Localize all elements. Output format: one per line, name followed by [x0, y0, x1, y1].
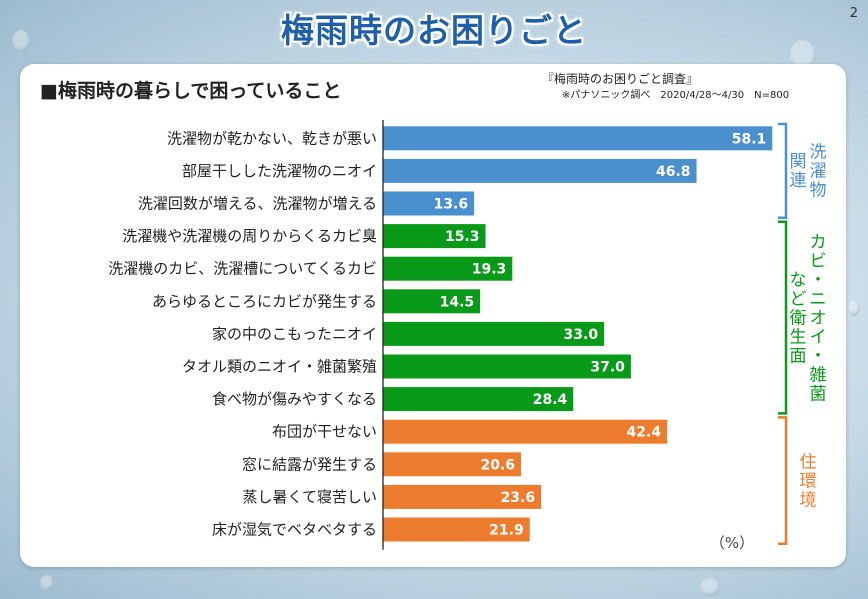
category-label: 食べ物が傷みやすくなる	[212, 390, 377, 408]
page-title: 梅雨時のお困りごと	[281, 11, 587, 50]
bar	[383, 158, 697, 183]
category-label: 布団が干せない	[272, 423, 377, 441]
bar	[383, 354, 631, 379]
category-label: 床が湿気でベタベタする	[212, 521, 377, 539]
data-label: 33.0	[564, 327, 599, 343]
bar	[383, 321, 605, 346]
water-drop-icon	[12, 30, 30, 52]
category-label: タオル類のニオイ・雑菌繁殖	[182, 358, 377, 376]
chart-card: ■梅雨時の暮らしで困っていること 『梅雨時のお困りごと調査』 ※パナソニック調べ…	[20, 64, 846, 567]
bar	[383, 452, 522, 477]
group-label: 関連	[790, 152, 807, 191]
data-label: 37.0	[590, 360, 625, 376]
category-label: あらゆるところにカビが発生する	[152, 292, 377, 310]
data-label: 21.9	[489, 523, 524, 539]
group-label: など衛生面	[790, 270, 807, 366]
category-label: 窓に結露が発生する	[242, 455, 377, 473]
water-drop-icon	[40, 575, 54, 591]
data-label: 13.6	[434, 197, 469, 213]
data-label: 19.3	[472, 262, 507, 278]
section-title: ■梅雨時の暮らしで困っていること	[40, 80, 342, 102]
category-label: 洗濯物が乾かない、乾きが悪い	[167, 129, 377, 147]
bar	[383, 419, 668, 444]
unit-label: （%）	[710, 534, 754, 552]
bar-chart: 洗濯物が乾かない、乾きが悪い 58.1 部屋干しした洗濯物のニオイ 46.8 洗濯回数が…	[108, 120, 827, 552]
group-label: 洗濯物	[810, 143, 827, 201]
category-label: 洗濯回数が増える、洗濯物が増える	[138, 195, 377, 213]
survey-note: ※パナソニック調べ 2020/4/28〜4/30 N=800	[562, 90, 790, 101]
group-bracket	[778, 220, 788, 415]
group-bracket	[778, 416, 788, 546]
data-label: 23.6	[501, 490, 536, 506]
data-label: 15.3	[445, 229, 480, 245]
category-label: 部屋干しした洗濯物のニオイ	[182, 162, 377, 180]
page-number: 2	[849, 6, 858, 21]
data-label: 14.5	[440, 294, 475, 310]
category-label: 家の中のこもったニオイ	[212, 325, 377, 343]
data-label: 42.4	[627, 425, 662, 441]
group-bracket	[778, 122, 788, 220]
bar	[383, 126, 773, 151]
water-drop-icon	[848, 300, 860, 316]
group-label: 住環境	[800, 452, 817, 510]
data-label: 58.1	[732, 131, 767, 147]
bar	[383, 517, 530, 542]
category-label: 蒸し暑くて寝苦しい	[242, 488, 377, 506]
data-label: 20.6	[480, 457, 515, 473]
category-label: 洗濯機や洗濯機の周りからくるカビ臭	[122, 227, 377, 245]
category-label: 洗濯機のカビ、洗濯槽についてくるカビ	[108, 260, 377, 278]
data-label: 46.8	[656, 164, 691, 180]
group-label: カビ・ニオイ・雑菌	[810, 232, 827, 404]
bar	[383, 484, 542, 509]
bar	[383, 289, 481, 314]
bar	[383, 191, 475, 216]
bar	[383, 256, 513, 281]
data-label: 28.4	[533, 392, 568, 408]
bar	[383, 387, 574, 412]
bar	[383, 224, 486, 249]
survey-name: 『梅雨時のお困りごと調査』	[542, 72, 699, 86]
water-drop-icon	[700, 578, 720, 596]
